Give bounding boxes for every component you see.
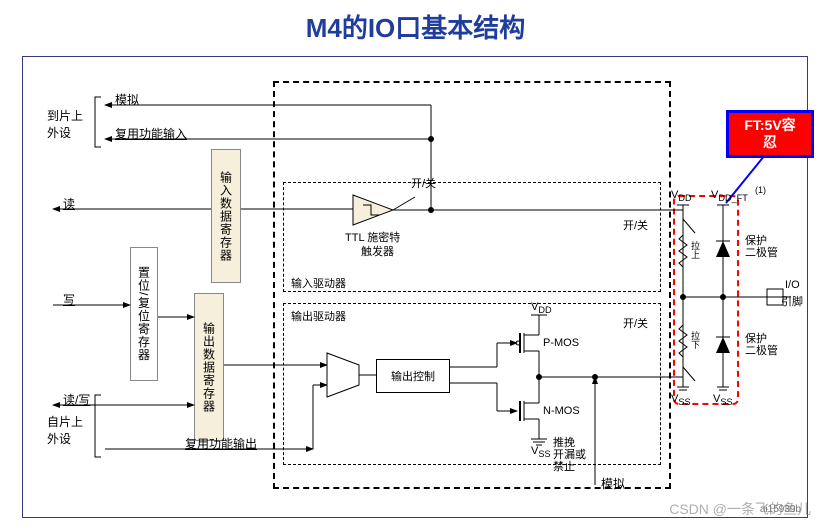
lbl-onoff1: 开/关: [623, 217, 648, 233]
node: [428, 136, 434, 142]
node: [720, 294, 726, 300]
lbl-vddft: VDD_FT: [711, 189, 748, 203]
lbl-write: 写: [63, 291, 75, 308]
lbl-pin: 引脚: [781, 293, 803, 309]
ft-line1: FT:5V容: [737, 117, 803, 134]
ft-callout: FT:5V容 忍: [726, 110, 814, 158]
lbl-diode-bot: 保护 二极管: [745, 333, 778, 357]
lbl-vss-pad1: VSS: [671, 393, 691, 407]
lbl-diode-top: 保护 二极管: [745, 235, 778, 259]
lbl-vss-mos: VSS: [531, 445, 551, 459]
title-io: M4的IO口基本结构: [306, 13, 526, 43]
lbl-pullup: 拉上: [689, 241, 702, 259]
lbl-pmos: P-MOS: [543, 337, 579, 349]
node: [680, 294, 686, 300]
lbl-note1: (1): [755, 185, 766, 195]
lbl-pulldown: 拉下: [689, 331, 702, 349]
lbl-altfn-in: 复用功能输入: [115, 125, 187, 142]
lbl-vdd-pad: VDD: [671, 189, 692, 203]
lbl-onoff2: 开/关: [623, 315, 648, 331]
lbl-analog-in: 模拟: [115, 91, 139, 108]
ft-line2: 忍: [737, 134, 803, 151]
lbl-nmos: N-MOS: [543, 405, 580, 417]
lbl-vdd-mos: VDD: [531, 301, 552, 315]
lbl-io: I/O: [785, 279, 800, 291]
watermark: CSDN @一条飞的鱼儿: [669, 499, 811, 519]
node: [428, 207, 434, 213]
lbl-mode: 推挽开漏或禁止: [553, 437, 586, 473]
lbl-altfn-out: 复用功能输出: [185, 435, 257, 452]
lbl-vss-pad2: VSS: [713, 393, 733, 407]
lbl-analog-out: 模拟: [601, 475, 625, 492]
lbl-to-peripheral: 到片上 外设: [47, 107, 83, 141]
diagram-frame: 输入驱动器 输出驱动器 输入数据寄存器 置位/复位寄存器 输出数据寄存器 输出控…: [22, 56, 808, 518]
node: [536, 374, 542, 380]
lbl-readwrite: 读/写: [63, 391, 90, 408]
node: [592, 374, 598, 380]
lbl-ttl-switch: 开/关: [411, 175, 436, 191]
lbl-ttl2: 触发器: [361, 243, 394, 259]
lbl-from-peripheral: 自片上 外设: [47, 413, 83, 447]
lbl-read: 读: [63, 195, 75, 212]
